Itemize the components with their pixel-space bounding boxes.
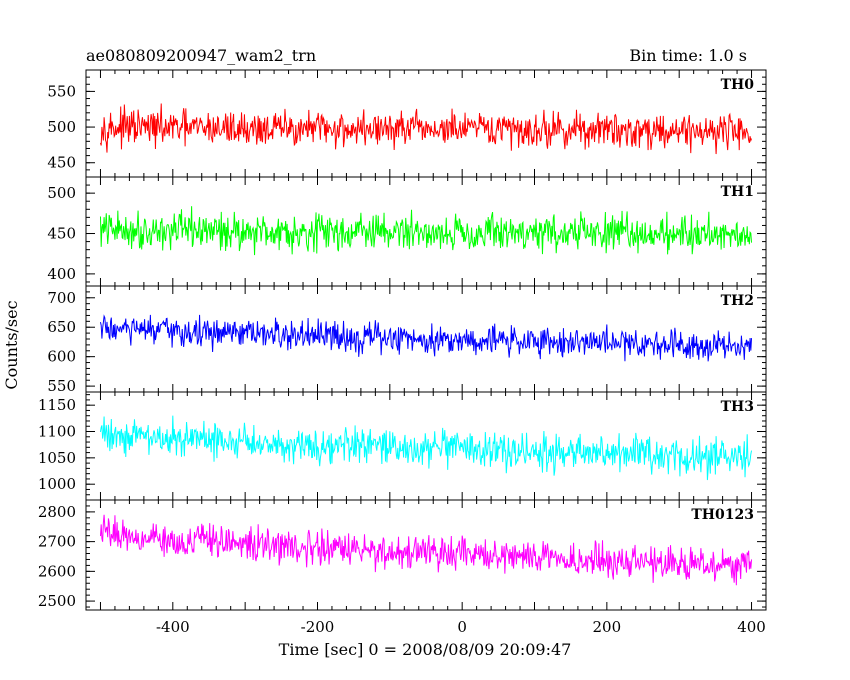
y-tick-label: 2800: [38, 503, 76, 521]
panel-th0: 450 500 550 TH0: [47, 69, 767, 178]
panel-label-th0123: TH0123: [691, 507, 754, 523]
series-line-th3: [99, 415, 753, 481]
panel-label-th2: TH2: [721, 293, 754, 309]
y-tick-label: 500: [47, 118, 76, 136]
y-tick-label: 2700: [38, 533, 76, 551]
panel-frame: [85, 499, 767, 611]
panel-label-th3: TH3: [721, 399, 754, 415]
x-tick-label: 200: [593, 618, 622, 636]
y-tick-label: 700: [47, 289, 76, 307]
series-line-th1: [99, 206, 753, 256]
chart-title: ae080809200947_wam2_trn: [86, 46, 316, 65]
panel-th3: 1000 1050 1100 1150 TH3: [38, 391, 767, 501]
y-axis-label: Counts/sec: [2, 300, 21, 389]
y-tick-label: 450: [47, 154, 76, 172]
series-line-th0123: [99, 514, 753, 586]
y-tick-label: 1050: [38, 449, 76, 467]
y-tick-label: 600: [47, 348, 76, 366]
x-tick-label: -400: [156, 618, 190, 636]
y-tick-label: 2600: [38, 562, 76, 580]
panel-label-th0: TH0: [721, 77, 755, 93]
panel-th2: 550 600 650 700 TH2: [47, 285, 767, 395]
series-line-th0: [99, 103, 752, 155]
y-tick-label: 400: [47, 265, 76, 283]
panel-label-th1: TH1: [721, 184, 754, 200]
y-tick-label: 550: [47, 82, 76, 100]
y-tick-label: 550: [47, 377, 76, 395]
x-tick-label: 0: [457, 618, 467, 636]
panel-th1: 400 450 500 TH1: [47, 176, 767, 287]
y-tick-label: 1100: [38, 423, 76, 441]
x-tick-label: 400: [737, 618, 766, 636]
y-tick-label: 1000: [38, 475, 76, 493]
bin-time-label: Bin time: 1.0 s: [629, 46, 747, 65]
x-axis-label: Time [sec] 0 = 2008/08/09 20:09:47: [279, 640, 572, 659]
panels-group: 450 500 550 TH0 400 450 500 TH1 550 600 650 700 TH2 1…: [38, 69, 767, 636]
y-tick-label: 1150: [38, 396, 76, 414]
y-tick-label: 650: [47, 318, 76, 336]
series-line-th2: [99, 314, 753, 362]
y-tick-label: 500: [47, 184, 76, 202]
x-tick-label: -200: [301, 618, 335, 636]
y-tick-label: 450: [47, 225, 76, 243]
y-tick-label: 2500: [38, 592, 76, 610]
panel-th0123: 2500 2600 2700 2800 TH0123: [38, 499, 767, 611]
